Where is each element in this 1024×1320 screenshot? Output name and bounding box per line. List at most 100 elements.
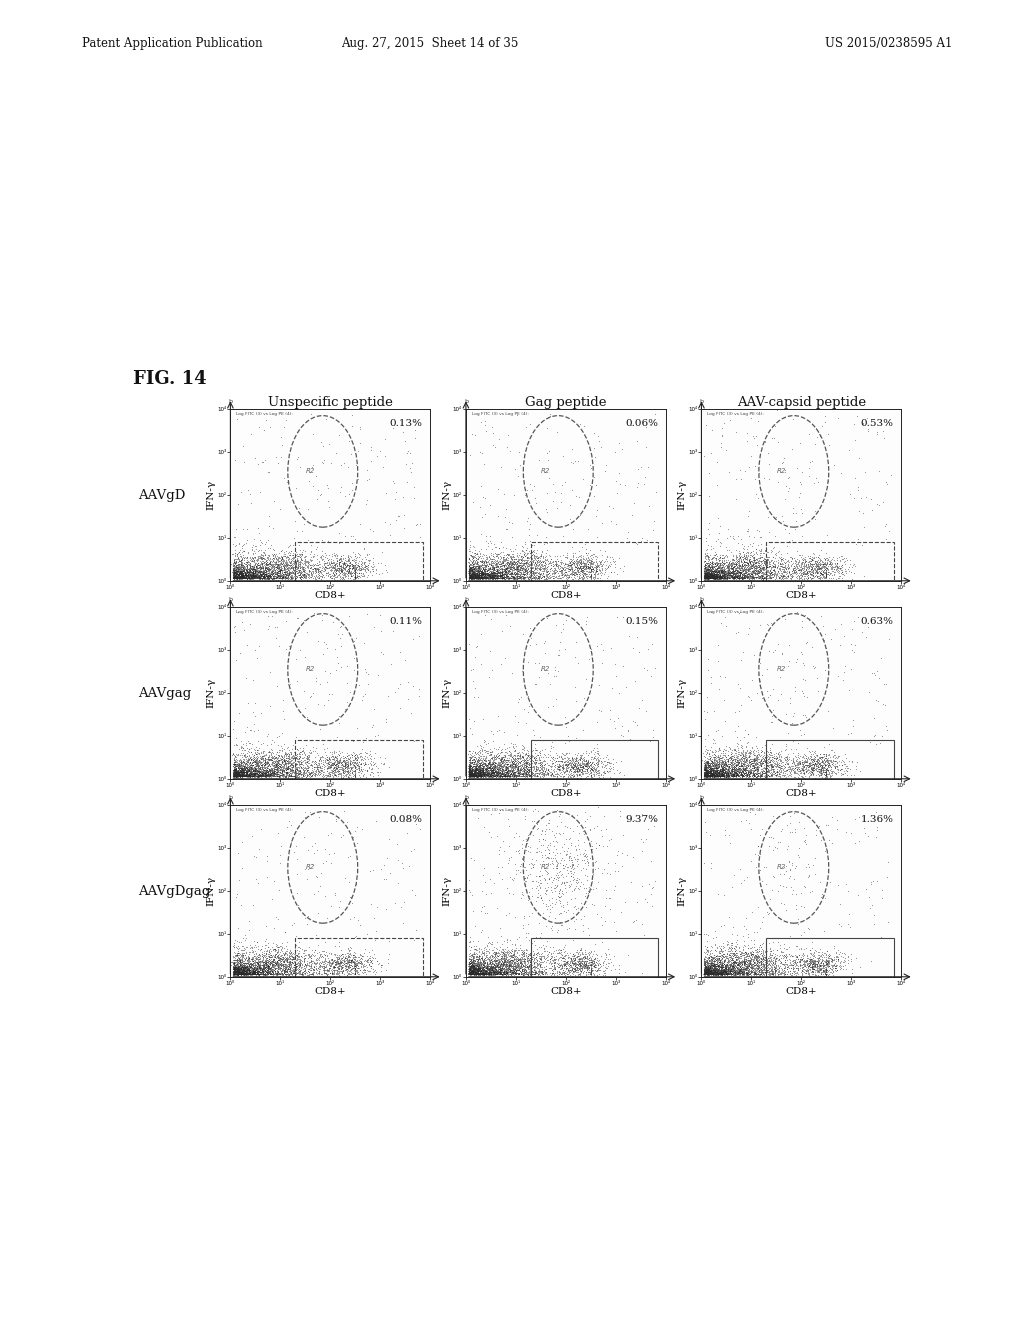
Point [476, 952, 493, 973]
Point [740, 554, 757, 576]
Point [247, 562, 263, 583]
Point [559, 952, 575, 973]
Point [497, 564, 513, 585]
Point [796, 762, 812, 783]
Point [348, 549, 365, 570]
Point [288, 544, 304, 565]
Point [775, 964, 792, 985]
Point [367, 946, 383, 968]
Point [726, 936, 742, 957]
Point [814, 564, 830, 585]
Point [746, 560, 763, 581]
Point [696, 752, 713, 774]
Point [234, 964, 251, 985]
Point [502, 960, 518, 981]
Point [265, 752, 282, 774]
Point [365, 558, 381, 579]
Point [247, 566, 263, 587]
Point [706, 766, 722, 787]
Point [281, 948, 297, 969]
Point [224, 564, 241, 585]
Point [292, 741, 308, 762]
Point [734, 565, 751, 586]
Point [812, 564, 828, 585]
Point [228, 764, 245, 785]
Point [253, 961, 269, 982]
Point [786, 550, 803, 572]
Point [731, 561, 748, 582]
Point [471, 962, 487, 983]
Point [232, 565, 249, 586]
Point [708, 953, 724, 974]
Point [714, 759, 730, 780]
Point [234, 766, 251, 787]
Point [709, 562, 725, 583]
Point [494, 758, 510, 779]
Point [552, 886, 568, 907]
Point [587, 755, 603, 776]
Point [754, 763, 770, 784]
Point [698, 568, 715, 589]
Point [500, 754, 516, 775]
Point [568, 940, 585, 961]
Point [483, 564, 500, 585]
Point [739, 935, 756, 956]
Point [538, 879, 554, 900]
Point [805, 562, 821, 583]
Point [483, 933, 500, 954]
Point [258, 564, 274, 585]
Point [710, 754, 726, 775]
Point [588, 446, 604, 467]
Point [276, 416, 293, 437]
Point [251, 944, 267, 965]
Point [719, 960, 735, 981]
Point [723, 946, 739, 968]
Point [237, 961, 253, 982]
Point [482, 544, 499, 565]
Point [232, 953, 249, 974]
Point [553, 874, 569, 895]
Point [470, 766, 486, 787]
Point [289, 549, 305, 570]
Point [710, 956, 726, 977]
X-axis label: CD8+: CD8+ [314, 789, 346, 799]
Point [750, 956, 766, 977]
Point [567, 558, 584, 579]
Point [245, 961, 261, 982]
Point [509, 746, 525, 767]
Point [708, 927, 724, 948]
Point [512, 560, 528, 581]
Point [246, 744, 262, 766]
Point [296, 762, 312, 783]
Point [724, 562, 740, 583]
Point [783, 738, 800, 759]
Point [553, 940, 569, 961]
Point [524, 560, 541, 581]
Point [503, 755, 519, 776]
Point [738, 956, 755, 977]
Point [767, 556, 783, 577]
Point [461, 760, 477, 781]
Point [801, 865, 817, 886]
Point [229, 961, 246, 982]
Point [713, 568, 729, 589]
Point [721, 553, 737, 574]
Point [581, 925, 597, 946]
Point [311, 556, 328, 577]
Point [502, 752, 518, 774]
Point [299, 764, 315, 785]
Point [226, 964, 243, 985]
Point [233, 962, 250, 983]
Point [226, 566, 243, 587]
Point [725, 755, 741, 776]
Point [239, 766, 255, 787]
Point [785, 748, 802, 770]
Point [540, 931, 556, 952]
Point [723, 746, 739, 767]
Point [830, 665, 847, 686]
Point [489, 558, 506, 579]
Point [479, 956, 496, 977]
Point [334, 569, 350, 590]
Point [338, 755, 354, 776]
Point [512, 948, 528, 969]
